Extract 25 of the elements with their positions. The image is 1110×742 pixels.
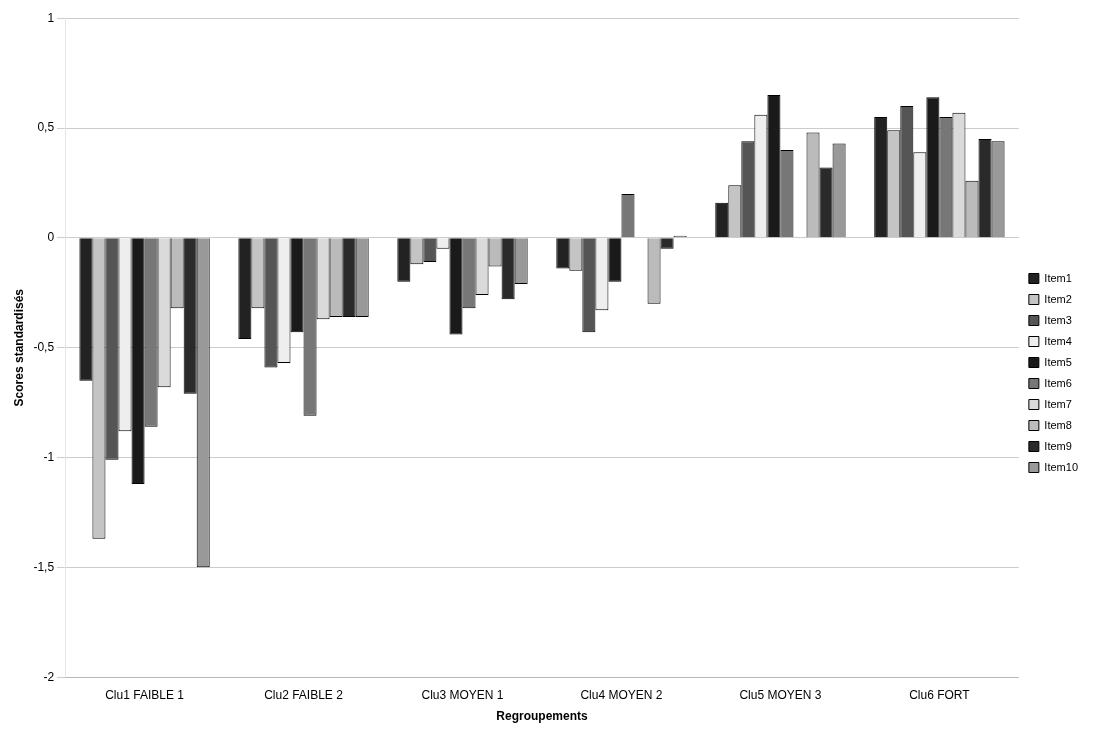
x-tick-label: Clu1 FAIBLE 1 (105, 687, 185, 702)
y-tick-label: 0,5 (37, 120, 55, 135)
legend-label: Item10 (1044, 460, 1079, 473)
y-tick-label: -2 (43, 669, 55, 684)
y-tick-label: -1 (43, 449, 55, 464)
legend-label: Item9 (1044, 439, 1072, 452)
legend-label: Item5 (1044, 355, 1072, 368)
x-tick-label: Clu3 MOYEN 1 (421, 687, 504, 702)
x-tick-label: Clu6 FORT (909, 687, 971, 702)
x-tick-label: Clu2 FAIBLE 2 (264, 687, 344, 702)
y-axis-title: Scores standardisés (11, 288, 26, 407)
y-tick-label: 0 (47, 230, 55, 245)
legend-label: Item7 (1044, 397, 1072, 410)
legend-label: Item3 (1044, 313, 1072, 326)
y-tick-label: -1,5 (33, 559, 55, 574)
legend-label: Item6 (1044, 376, 1072, 389)
x-tick-label: Clu4 MOYEN 2 (580, 687, 663, 702)
y-tick-label: -0,5 (33, 340, 55, 355)
legend-label: Item2 (1044, 292, 1072, 305)
legend-label: Item4 (1044, 334, 1072, 347)
x-tick-label: Clu5 MOYEN 3 (739, 687, 822, 702)
legend-label: Item8 (1044, 418, 1072, 431)
legend-label: Item1 (1044, 271, 1072, 284)
x-axis-title: Regroupements (496, 709, 588, 724)
y-tick-label: 1 (47, 10, 55, 25)
